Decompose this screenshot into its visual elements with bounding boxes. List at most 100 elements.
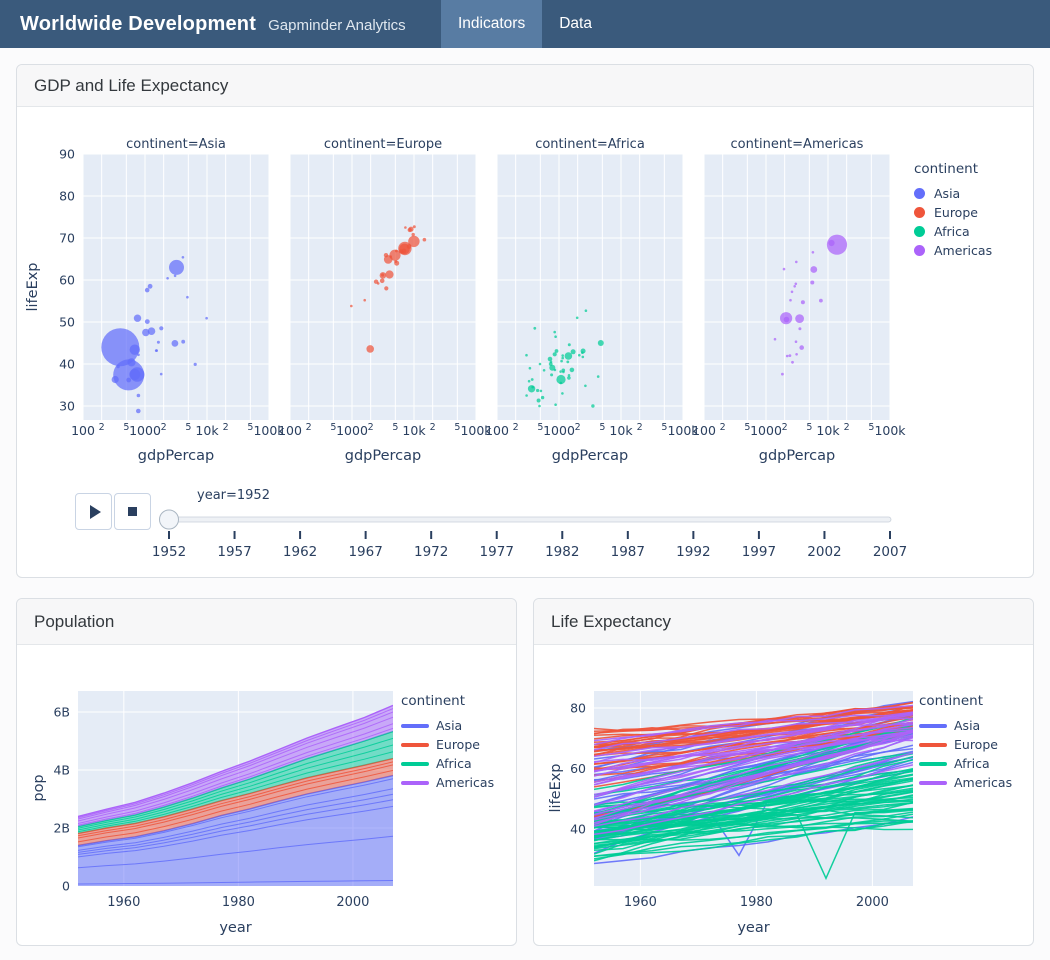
tab-indicators[interactable]: Indicators bbox=[441, 0, 543, 48]
legend-dot-icon bbox=[914, 188, 925, 199]
svg-text:100: 100 bbox=[485, 423, 509, 438]
svg-text:40: 40 bbox=[570, 821, 586, 836]
svg-text:5: 5 bbox=[185, 422, 191, 433]
life-expectancy-chart[interactable]: 40 60 80 1960 1980 2000 year lifeExp bbox=[534, 647, 1033, 943]
svg-text:gdpPercap: gdpPercap bbox=[552, 448, 628, 464]
legend-line-icon bbox=[919, 780, 947, 785]
svg-text:1980: 1980 bbox=[222, 895, 255, 910]
legend-item-americas[interactable]: Americas bbox=[914, 241, 992, 260]
svg-text:2: 2 bbox=[844, 422, 850, 433]
nav-tabs: Indicators Data bbox=[441, 0, 609, 48]
legend-item-africa[interactable]: Africa bbox=[919, 754, 1012, 773]
svg-text:1977: 1977 bbox=[480, 544, 514, 560]
stop-icon bbox=[128, 507, 137, 516]
play-icon bbox=[89, 504, 101, 519]
play-button[interactable] bbox=[75, 493, 112, 530]
svg-text:5: 5 bbox=[247, 422, 253, 433]
svg-text:80: 80 bbox=[59, 188, 75, 203]
gdp-life-card-title: GDP and Life Expectancy bbox=[34, 75, 229, 95]
population-card: Population 0 2B 4B 6B 1960 1980 2000 year pop co… bbox=[16, 598, 517, 946]
population-card-body: 0 2B 4B 6B 1960 1980 2000 year pop continent Asia… bbox=[17, 645, 516, 945]
app-brand: Worldwide Development Gapminder Analytic… bbox=[20, 13, 406, 36]
legend-title: continent bbox=[914, 161, 978, 177]
gdp-life-card-header: GDP and Life Expectancy bbox=[17, 65, 1033, 107]
navbar: Worldwide Development Gapminder Analytic… bbox=[0, 0, 1050, 48]
legend-item-label: Americas bbox=[934, 243, 993, 258]
year-slider[interactable]: 1952 1957 1962 1967 1972 1977 1982 1987 1992 1997… bbox=[17, 481, 1017, 561]
legend-item-asia[interactable]: Asia bbox=[401, 716, 494, 735]
svg-text:5: 5 bbox=[537, 422, 543, 433]
svg-text:1992: 1992 bbox=[676, 544, 710, 560]
svg-text:1000: 1000 bbox=[543, 423, 575, 438]
legend-item-africa[interactable]: Africa bbox=[914, 222, 992, 241]
gdp-scatter-plot[interactable]: continent=Asia 100 1000 10k 100k 2 5 2 5 2 5 gdpPer… bbox=[17, 125, 1017, 475]
legend-item-europe[interactable]: Europe bbox=[914, 203, 992, 222]
svg-text:0: 0 bbox=[62, 879, 70, 894]
svg-text:gdpPercap: gdpPercap bbox=[759, 448, 835, 464]
svg-text:2: 2 bbox=[99, 422, 105, 433]
population-card-header: Population bbox=[17, 599, 516, 645]
svg-text:2: 2 bbox=[575, 422, 581, 433]
svg-text:1987: 1987 bbox=[611, 544, 645, 560]
gdp-life-card-body: continent=Asia 100 1000 10k 100k 2 5 2 5 2 5 gdpPer… bbox=[17, 107, 1033, 577]
life-expectancy-legend: continent Asia Europe Africa Americas bbox=[919, 693, 1012, 792]
stop-button[interactable] bbox=[114, 493, 151, 530]
svg-text:year: year bbox=[219, 920, 251, 936]
svg-text:continent=Europe: continent=Europe bbox=[324, 137, 442, 152]
legend-item-label: Europe bbox=[436, 737, 480, 752]
legend-item-europe[interactable]: Europe bbox=[919, 735, 1012, 754]
legend-line-icon bbox=[401, 761, 429, 766]
app-title: Worldwide Development bbox=[20, 12, 257, 35]
svg-text:lifeExp: lifeExp bbox=[25, 262, 41, 311]
legend-item-label: Africa bbox=[954, 756, 990, 771]
svg-text:1000: 1000 bbox=[129, 423, 161, 438]
svg-text:1957: 1957 bbox=[217, 544, 251, 560]
legend-item-americas[interactable]: Americas bbox=[401, 773, 494, 792]
svg-text:80: 80 bbox=[570, 701, 586, 716]
svg-text:100k: 100k bbox=[874, 423, 906, 438]
svg-text:gdpPercap: gdpPercap bbox=[345, 448, 421, 464]
population-card-title: Population bbox=[34, 611, 115, 631]
legend-item-asia[interactable]: Asia bbox=[914, 184, 992, 203]
svg-text:2: 2 bbox=[223, 422, 229, 433]
legend-dot-icon bbox=[914, 226, 925, 237]
svg-text:1000: 1000 bbox=[336, 423, 368, 438]
svg-text:100k: 100k bbox=[253, 423, 285, 438]
scatter-legend: continent Asia Europe Africa Americas bbox=[914, 161, 992, 260]
population-chart[interactable]: 0 2B 4B 6B 1960 1980 2000 year pop bbox=[17, 647, 516, 943]
svg-text:4B: 4B bbox=[53, 763, 70, 778]
svg-text:year=1952: year=1952 bbox=[197, 488, 270, 503]
legend-item-europe[interactable]: Europe bbox=[401, 735, 494, 754]
svg-text:5: 5 bbox=[123, 422, 129, 433]
legend-line-icon bbox=[919, 723, 947, 728]
svg-text:1967: 1967 bbox=[348, 544, 382, 560]
legend-item-africa[interactable]: Africa bbox=[401, 754, 494, 773]
legend-item-label: Africa bbox=[934, 224, 970, 239]
svg-text:2: 2 bbox=[782, 422, 788, 433]
legend-item-label: Europe bbox=[934, 205, 978, 220]
svg-text:2: 2 bbox=[161, 422, 167, 433]
svg-text:2: 2 bbox=[368, 422, 374, 433]
gdp-life-card: GDP and Life Expectancy continent=Asia 10… bbox=[16, 64, 1034, 578]
legend-item-americas[interactable]: Americas bbox=[919, 773, 1012, 792]
svg-text:5: 5 bbox=[392, 422, 398, 433]
svg-text:2: 2 bbox=[513, 422, 519, 433]
svg-text:2B: 2B bbox=[53, 821, 70, 836]
svg-text:10k: 10k bbox=[195, 423, 219, 438]
legend-line-icon bbox=[401, 742, 429, 747]
svg-text:1980: 1980 bbox=[740, 895, 773, 910]
svg-text:6B: 6B bbox=[53, 705, 70, 720]
svg-text:gdpPercap: gdpPercap bbox=[138, 448, 214, 464]
svg-text:100k: 100k bbox=[460, 423, 492, 438]
svg-text:70: 70 bbox=[59, 230, 75, 245]
svg-text:100: 100 bbox=[71, 423, 95, 438]
svg-text:continent=Asia: continent=Asia bbox=[126, 137, 226, 152]
legend-title: continent bbox=[919, 693, 983, 709]
svg-text:60: 60 bbox=[59, 272, 75, 287]
svg-text:5: 5 bbox=[599, 422, 605, 433]
tab-data[interactable]: Data bbox=[559, 15, 592, 32]
legend-item-asia[interactable]: Asia bbox=[919, 716, 1012, 735]
svg-text:5: 5 bbox=[330, 422, 336, 433]
svg-text:5: 5 bbox=[661, 422, 667, 433]
svg-text:1982: 1982 bbox=[545, 544, 579, 560]
